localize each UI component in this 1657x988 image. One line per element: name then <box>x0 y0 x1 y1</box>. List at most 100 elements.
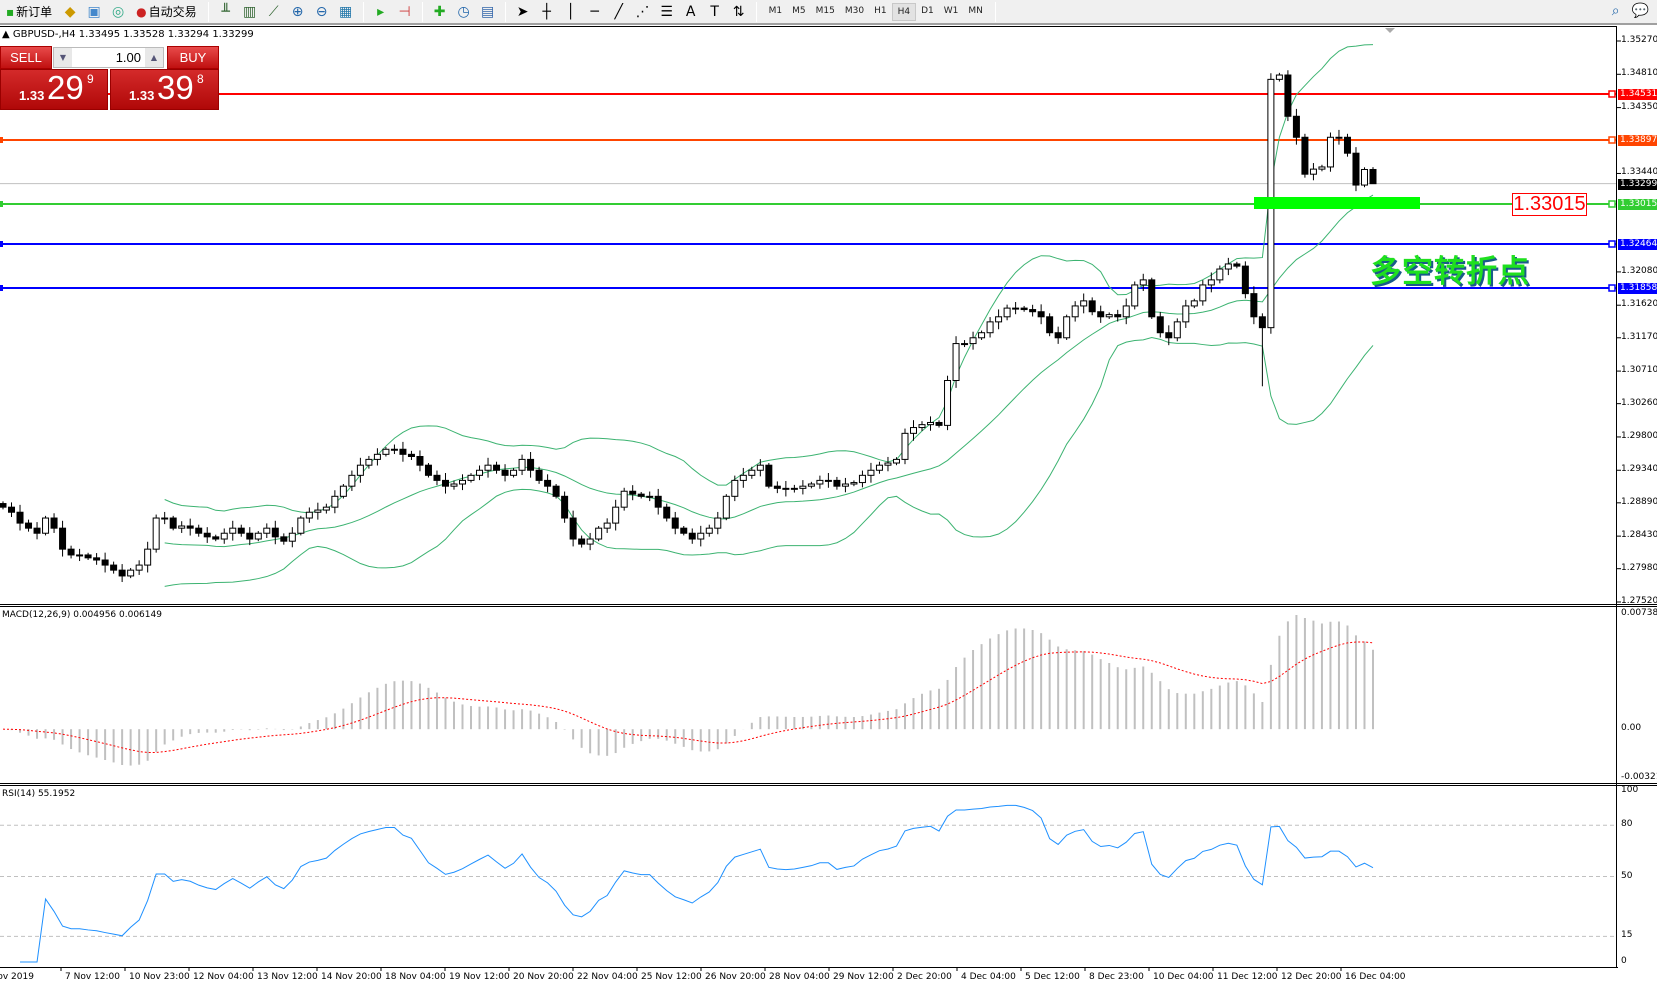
candle-body[interactable] <box>441 479 449 487</box>
candle-body[interactable] <box>807 483 815 487</box>
candle-body[interactable] <box>101 559 109 566</box>
candle-body[interactable] <box>1131 284 1139 307</box>
candle-body[interactable] <box>688 532 696 540</box>
candle-body[interactable] <box>722 495 730 519</box>
bar-chart-icon[interactable]: ╨ <box>221 3 230 20</box>
candle-body[interactable] <box>8 506 16 513</box>
candle-body[interactable] <box>978 332 986 339</box>
candle-body[interactable] <box>25 522 33 529</box>
level-handle-icon[interactable] <box>1608 200 1616 208</box>
candle-body[interactable] <box>476 469 484 476</box>
candle-body[interactable] <box>1352 152 1360 186</box>
candle-body[interactable] <box>995 316 1003 323</box>
timeframe-d1[interactable]: D1 <box>921 5 934 16</box>
timeframe-m15[interactable]: M15 <box>815 5 835 16</box>
candle-body[interactable] <box>824 479 832 482</box>
horizontal-line-icon[interactable]: ─ <box>590 3 599 20</box>
candle-body[interactable] <box>544 479 552 487</box>
candle-body[interactable] <box>1156 316 1164 334</box>
candle-body[interactable] <box>535 469 543 481</box>
candle-body[interactable] <box>339 485 347 497</box>
candle-body[interactable] <box>59 527 67 550</box>
candle-body[interactable] <box>680 527 688 534</box>
zoom-in-icon[interactable]: ⊕ <box>291 3 304 20</box>
candle-body[interactable] <box>118 569 126 577</box>
candle-body[interactable] <box>263 527 271 534</box>
candle-body[interactable] <box>331 495 339 508</box>
candle-body[interactable] <box>50 517 58 529</box>
candle-body[interactable] <box>203 532 211 538</box>
candle-body[interactable] <box>986 321 994 334</box>
auto-trading-button[interactable]: ● 自动交易 <box>136 4 197 20</box>
candle-body[interactable] <box>390 448 398 451</box>
candle-body[interactable] <box>1309 168 1317 175</box>
market-watch-icon[interactable]: ◆ <box>64 3 76 20</box>
candle-body[interactable] <box>1020 307 1028 311</box>
candle-body[interactable] <box>1216 268 1224 281</box>
candle-body[interactable] <box>799 485 807 489</box>
level-handle-icon[interactable] <box>0 285 3 291</box>
candle-body[interactable] <box>0 503 7 508</box>
candle-body[interactable] <box>1284 74 1292 117</box>
candle-body[interactable] <box>927 421 935 426</box>
candle-body[interactable] <box>892 458 900 464</box>
text-label-icon[interactable]: T <box>710 3 719 20</box>
chart-shift-icon[interactable]: ⊣ <box>398 3 411 20</box>
candle-body[interactable] <box>756 464 764 471</box>
crosshair-icon[interactable]: ┼ <box>542 3 551 20</box>
chat-icon[interactable]: 💬 <box>1631 3 1649 19</box>
candle-body[interactable] <box>833 479 841 487</box>
search-icon[interactable]: ⌕ <box>1611 3 1620 19</box>
level-handle-icon[interactable] <box>1608 240 1616 248</box>
level-handle-icon[interactable] <box>0 241 3 247</box>
candle-body[interactable] <box>305 511 313 519</box>
navigator-icon[interactable]: ▣ <box>87 3 101 20</box>
candle-body[interactable] <box>1165 332 1173 339</box>
chart-shift-marker-icon[interactable] <box>1385 28 1395 33</box>
candle-body[interactable] <box>493 464 501 471</box>
candle-body[interactable] <box>433 474 441 481</box>
candle-body[interactable] <box>93 557 101 561</box>
candle-body[interactable] <box>416 456 424 466</box>
candle-body[interactable] <box>246 532 254 540</box>
candle-body[interactable] <box>731 479 739 497</box>
templates-icon[interactable]: ▤ <box>481 3 495 20</box>
timeframe-h4[interactable]: H4 <box>891 2 917 21</box>
candle-body[interactable] <box>237 527 245 534</box>
candle-body[interactable] <box>875 464 883 471</box>
candle-body[interactable] <box>1080 300 1088 307</box>
timeframe-m5[interactable]: M5 <box>792 5 806 16</box>
candle-body[interactable] <box>952 343 960 381</box>
candle-body[interactable] <box>1241 265 1249 295</box>
candle-body[interactable] <box>867 469 875 476</box>
candle-body[interactable] <box>178 525 186 529</box>
candle-body[interactable] <box>671 517 679 529</box>
candle-body[interactable] <box>195 527 203 534</box>
level-price-label[interactable]: 1.33015 <box>1512 193 1587 216</box>
candle-body[interactable] <box>110 564 118 571</box>
indicators-icon[interactable]: ✚ <box>433 3 446 20</box>
candle-body[interactable] <box>782 487 790 490</box>
candle-body[interactable] <box>33 527 41 534</box>
level-handle-icon[interactable] <box>1608 136 1616 144</box>
candle-body[interactable] <box>67 548 75 556</box>
candle-body[interactable] <box>135 564 143 571</box>
arrows-icon[interactable]: ⇅ <box>732 3 745 20</box>
candle-body[interactable] <box>1335 136 1343 139</box>
candle-body[interactable] <box>280 536 288 542</box>
candle-body[interactable] <box>1199 284 1207 302</box>
candle-body[interactable] <box>1275 74 1283 80</box>
candle-body[interactable] <box>629 490 637 495</box>
candle-body[interactable] <box>169 517 177 529</box>
tile-windows-icon[interactable]: ▦ <box>339 3 353 20</box>
candle-body[interactable] <box>1148 279 1156 318</box>
candle-body[interactable] <box>578 538 586 545</box>
candle-body[interactable] <box>1301 136 1309 175</box>
candle-body[interactable] <box>314 509 322 513</box>
candle-body[interactable] <box>1173 321 1181 339</box>
candle-body[interactable] <box>1182 305 1190 323</box>
candle-body[interactable] <box>399 448 407 455</box>
candle-body[interactable] <box>552 485 560 497</box>
candle-body[interactable] <box>663 506 671 519</box>
candle-body[interactable] <box>1071 305 1079 318</box>
